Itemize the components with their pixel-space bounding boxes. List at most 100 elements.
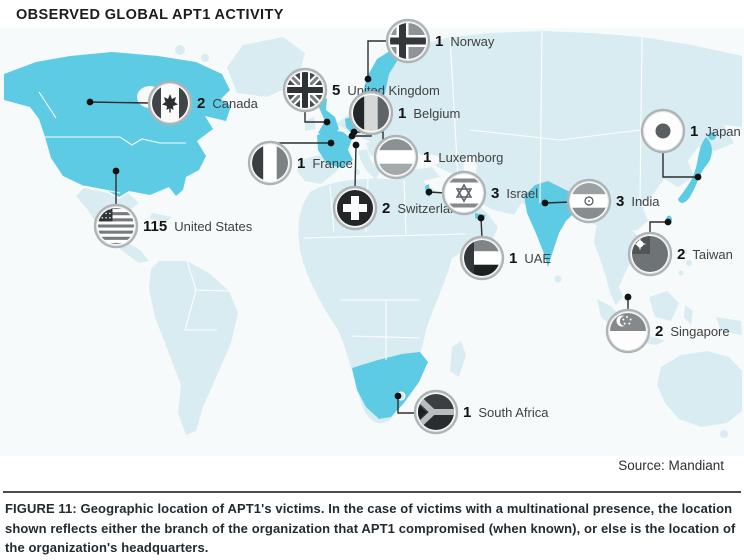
label-united-kingdom: 5 United Kingdom xyxy=(332,82,440,99)
dot-israel xyxy=(425,188,433,196)
marker-canada xyxy=(147,80,193,126)
marker-singapore xyxy=(605,308,651,354)
country-name: Belgium xyxy=(413,106,460,121)
marker-india xyxy=(566,178,612,224)
country-name: United States xyxy=(174,219,253,234)
dot-singapore xyxy=(624,293,632,301)
dot-south-africa xyxy=(394,392,402,400)
victim-count: 3 xyxy=(616,193,624,210)
label-singapore: 2 Singapore xyxy=(655,323,730,340)
marker-norway xyxy=(385,18,431,64)
israel-flag-icon xyxy=(446,175,482,211)
dot-luxemborg xyxy=(350,128,358,136)
leader-south-africa xyxy=(397,396,415,414)
dot-united-kingdom xyxy=(323,118,331,126)
country-name: UAE xyxy=(524,251,551,266)
marker-uae xyxy=(459,235,505,281)
leader-india xyxy=(544,201,571,204)
marker-israel xyxy=(441,170,487,216)
victim-count: 115 xyxy=(143,218,167,235)
country-name: Norway xyxy=(450,34,495,49)
leader-canada xyxy=(89,101,150,104)
label-israel: 3 Israel xyxy=(491,185,538,202)
country-name: Israel xyxy=(506,186,538,201)
dot-india xyxy=(541,199,549,207)
victim-count: 2 xyxy=(677,246,685,263)
dot-united-states xyxy=(112,167,120,175)
marker-south-africa xyxy=(413,389,459,435)
victim-count: 5 xyxy=(332,82,340,99)
india-flag-icon xyxy=(571,183,607,219)
country-name: South Africa xyxy=(478,405,549,420)
country-name: Canada xyxy=(212,96,258,111)
label-japan: 1 Japan xyxy=(690,123,741,140)
belgium-flag-icon xyxy=(353,95,389,131)
marker-taiwan xyxy=(627,231,673,277)
label-south-africa: 1 South Africa xyxy=(463,404,549,421)
leader-japan xyxy=(662,152,698,178)
singapore-flag-icon xyxy=(610,313,646,349)
japan-flag-icon xyxy=(645,113,681,149)
country-name: Japan xyxy=(705,124,740,139)
country-name: India xyxy=(631,194,660,209)
marker-switzerland xyxy=(332,185,378,231)
source-credit: Source: Mandiant xyxy=(618,458,724,473)
victim-count: 1 xyxy=(509,250,517,267)
dot-japan xyxy=(694,173,702,181)
country-borders xyxy=(38,30,643,360)
south-africa-flag-icon xyxy=(418,394,454,430)
label-luxemborg: 1 Luxemborg xyxy=(423,149,503,166)
victim-count: 2 xyxy=(655,323,663,340)
country-name: Luxemborg xyxy=(438,150,503,165)
caption-divider xyxy=(3,491,741,493)
country-name: France xyxy=(312,156,352,171)
leader-switzerland xyxy=(354,144,357,189)
norway-flag-icon xyxy=(390,23,426,59)
switzerland-flag-icon xyxy=(337,190,373,226)
victim-count: 1 xyxy=(690,123,698,140)
luxembourg-flag-icon xyxy=(378,139,414,175)
country-name: Singapore xyxy=(670,324,729,339)
label-united-states: 115 United States xyxy=(143,218,253,235)
label-france: 1 France xyxy=(297,155,353,172)
label-belgium: 1 Belgium xyxy=(398,105,460,122)
victim-count: 1 xyxy=(398,105,406,122)
label-india: 3 India xyxy=(616,193,660,210)
label-uae: 1 UAE xyxy=(509,250,551,267)
france-flag-icon xyxy=(252,145,288,181)
dot-france xyxy=(327,139,335,147)
black-sea xyxy=(415,154,441,166)
label-norway: 1 Norway xyxy=(435,33,495,50)
marker-united-states xyxy=(93,203,139,249)
marker-luxemborg xyxy=(373,134,419,180)
dot-canada xyxy=(86,98,94,106)
dot-switzerland xyxy=(352,141,360,149)
marker-france xyxy=(247,140,293,186)
marker-japan xyxy=(640,108,686,154)
marker-united-kingdom xyxy=(282,67,328,113)
figure-title: OBSERVED GLOBAL APT1 ACTIVITY xyxy=(16,7,284,23)
leader-taiwan xyxy=(649,221,668,233)
victim-count: 1 xyxy=(463,404,471,421)
canada-flag-icon xyxy=(152,85,188,121)
victim-count: 1 xyxy=(435,33,443,50)
leader-lines xyxy=(86,40,702,414)
label-canada: 2 Canada xyxy=(197,95,259,112)
dot-uae xyxy=(477,214,485,222)
victim-count: 1 xyxy=(297,155,305,172)
uae-flag-icon xyxy=(464,240,500,276)
dot-norway xyxy=(364,75,372,83)
country-name: Taiwan xyxy=(692,247,732,262)
victim-count: 2 xyxy=(197,95,205,112)
leader-united-kingdom xyxy=(304,111,327,123)
figure-caption: FIGURE 11: Geographic location of APT1's… xyxy=(5,501,736,555)
label-taiwan: 2 Taiwan xyxy=(677,246,733,263)
marker-belgium xyxy=(348,90,394,136)
dot-taiwan xyxy=(664,218,672,226)
victim-count: 2 xyxy=(382,200,390,217)
victim-count: 1 xyxy=(423,149,431,166)
us-flag-icon xyxy=(98,208,134,244)
